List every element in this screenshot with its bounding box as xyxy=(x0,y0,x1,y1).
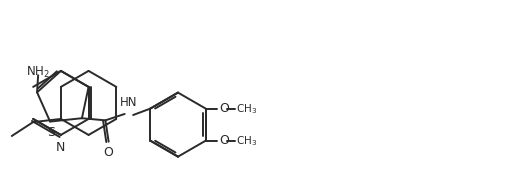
Text: N: N xyxy=(56,141,65,154)
Text: NH$_2$: NH$_2$ xyxy=(26,64,50,80)
Text: O: O xyxy=(103,146,114,159)
Text: CH$_3$: CH$_3$ xyxy=(236,102,257,116)
Text: CH$_3$: CH$_3$ xyxy=(236,134,257,148)
Text: S: S xyxy=(47,126,55,139)
Text: HN: HN xyxy=(120,96,137,109)
Text: O: O xyxy=(220,134,230,147)
Text: O: O xyxy=(220,102,230,115)
